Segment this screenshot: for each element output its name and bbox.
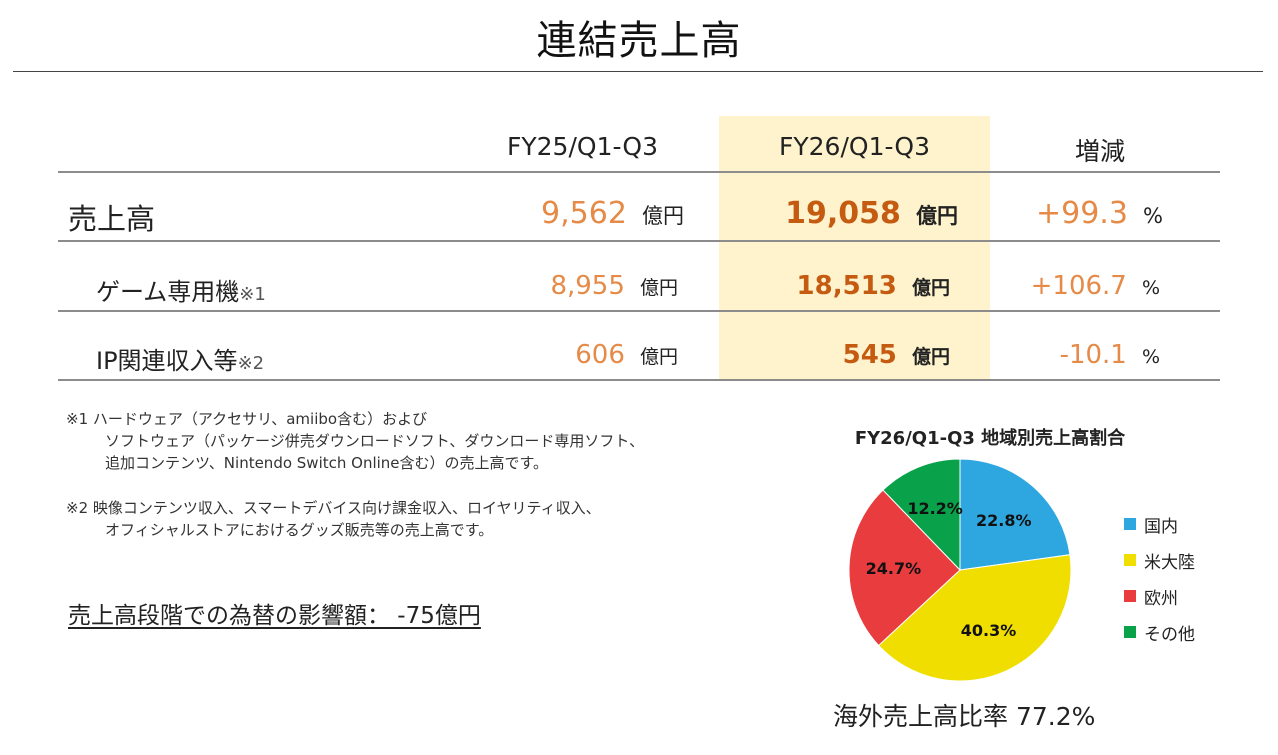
legend-swatch [1124, 626, 1136, 638]
table-row: 9,562 億円 [541, 196, 684, 231]
prev-unit: 億円 [642, 204, 684, 228]
header-change: 増減 [1074, 137, 1125, 166]
legend-swatch [1124, 590, 1136, 602]
row-label-game-hardware: ゲーム専用機※1 [96, 272, 266, 307]
row-label-sales: 売上高 [68, 202, 156, 236]
prev-value: 8,955 [550, 271, 625, 301]
prev-unit: 億円 [639, 346, 678, 368]
legend-item-domestic: 国内 [1124, 506, 1195, 542]
current-period-highlight [719, 116, 990, 380]
cur-value: 19,058 [785, 196, 901, 231]
prev-value: 606 [575, 340, 625, 370]
table-row: 19,058 億円 [785, 196, 958, 231]
table-row: 8,955 億円 [550, 271, 678, 301]
footnote-2: ※2 映像コンテンツ収入、スマートデバイス向け課金収入、ロイヤリティ収入、 オフ… [66, 497, 601, 541]
footnote-line: ※2 映像コンテンツ収入、スマートデバイス向け課金収入、ロイヤリティ収入、 [66, 499, 601, 517]
cur-value: 545 [842, 340, 897, 370]
footnote-line: オフィシャルストアにおけるグッズ販売等の売上高です。 [105, 521, 494, 539]
row-label-ip-revenue: IP関連収入等※2 [96, 341, 264, 376]
table-row: 545 億円 [843, 340, 950, 370]
header-cur-period: FY26/Q1-Q3 [779, 132, 930, 161]
page-title: 連結売上高 [536, 18, 742, 64]
pie-legend: 国内 米大陸 欧州 その他 [1124, 506, 1195, 650]
row-label-text: IP関連収入等 [96, 347, 238, 375]
pie-label-domestic: 22.8% [976, 511, 1032, 530]
pie-chart-title: FY26/Q1-Q3 地域別売上高割合 [854, 428, 1126, 449]
pie-label-other: 12.2% [907, 499, 963, 518]
change-unit: % [1143, 204, 1163, 228]
table-row: -10.1 % [1060, 340, 1160, 370]
footnote-line: ※1 ハードウェア（アクセサリ、amiibo含む）および [66, 410, 428, 428]
overseas-sales-ratio: 海外売上高比率 77.2% [833, 702, 1096, 731]
pie-slice-americas [877, 554, 1072, 682]
pie-slice-europe [848, 489, 961, 647]
legend-item-americas: 米大陸 [1124, 542, 1195, 578]
pie-slice-other [882, 458, 961, 572]
prev-unit: 億円 [639, 277, 678, 299]
change-value: +106.7 [1030, 271, 1127, 301]
cur-unit: 億円 [911, 346, 950, 368]
row-label-text: ゲーム専用機 [96, 278, 240, 306]
cur-value: 18,513 [796, 271, 897, 301]
table-rule [58, 240, 1220, 242]
table-row: +99.3 % [1036, 196, 1163, 231]
table-rule [58, 310, 1220, 312]
legend-item-europe: 欧州 [1124, 578, 1195, 614]
cur-unit: 億円 [911, 277, 950, 299]
pie-label-europe: 24.7% [866, 559, 922, 578]
footnote-ref: ※1 [239, 284, 266, 305]
footnote-ref: ※2 [237, 353, 265, 374]
table-rule [58, 171, 1220, 173]
prev-value: 9,562 [541, 196, 627, 231]
footnote-line: ソフトウェア（パッケージ併売ダウンロードソフト、ダウンロード専用ソフト、 [105, 432, 645, 450]
table-row: 606 億円 [575, 340, 678, 370]
change-unit: % [1141, 346, 1160, 368]
regional-sales-pie-chart: 22.8% 40.3% 24.7% 12.2% [848, 458, 1072, 682]
legend-label: 国内 [1144, 516, 1178, 537]
cur-unit: 億円 [916, 204, 958, 228]
change-value: +99.3 [1036, 196, 1128, 231]
table-row: 18,513 億円 [797, 271, 950, 301]
pie-slice-domestic [959, 458, 1071, 571]
table-rule [58, 379, 1220, 381]
table-row: +106.7 % [1031, 271, 1160, 301]
pie-label-americas: 40.3% [961, 621, 1017, 640]
legend-label: 欧州 [1144, 588, 1178, 609]
change-unit: % [1141, 277, 1160, 299]
legend-swatch [1124, 518, 1136, 530]
legend-label: 米大陸 [1144, 552, 1195, 573]
header-prev-period: FY25/Q1-Q3 [507, 132, 658, 161]
change-value: -10.1 [1059, 340, 1127, 370]
legend-swatch [1124, 554, 1136, 566]
title-divider [13, 71, 1263, 72]
footnote-1: ※1 ハードウェア（アクセサリ、amiibo含む）および ソフトウェア（パッケー… [66, 408, 644, 474]
footnote-line: 追加コンテンツ、Nintendo Switch Online含む）の売上高です。 [105, 454, 549, 472]
legend-item-other: その他 [1124, 614, 1195, 650]
legend-label: その他 [1144, 624, 1195, 645]
fx-impact-text: 売上高段階での為替の影響額： -75億円 [68, 603, 481, 629]
